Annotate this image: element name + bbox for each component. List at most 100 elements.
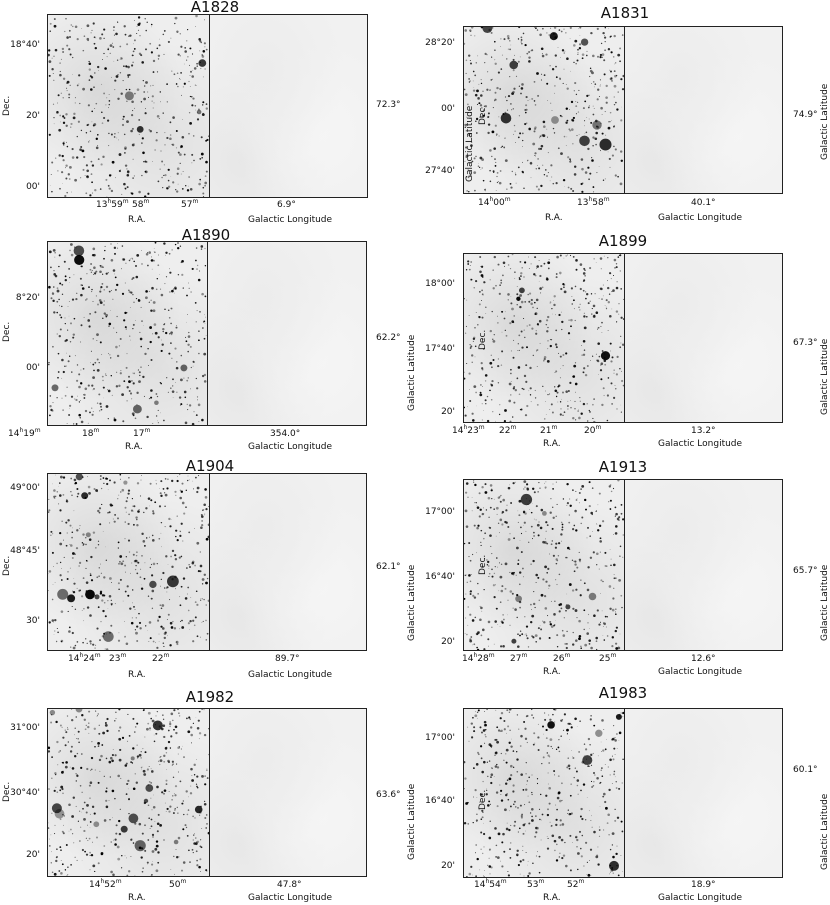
xray-map xyxy=(624,480,782,650)
image-frame xyxy=(47,473,367,651)
galactic-longitude-label: Galactic Longitude xyxy=(248,442,333,452)
galactic-longitude-value: 12.6° xyxy=(691,654,716,664)
ra-tick-label: 18m xyxy=(82,427,100,440)
dec-tick-label: 00' xyxy=(441,104,455,114)
galactic-longitude-value: 40.1° xyxy=(691,198,716,208)
galactic-latitude-label-left: Galactic Latitude xyxy=(407,564,417,641)
galactic-longitude-label: Galactic Longitude xyxy=(248,893,333,903)
galactic-latitude-label-left: Galactic Latitude xyxy=(407,334,417,411)
ra-tick-label: 27m xyxy=(510,652,528,665)
galactic-latitude-label-left: Galactic Latitude xyxy=(465,105,475,182)
galactic-latitude-value: 65.7° xyxy=(793,566,818,576)
dec-axis-label: Dec. xyxy=(2,321,12,342)
image-frame xyxy=(47,708,367,877)
ra-axis-label: R.A. xyxy=(543,893,561,903)
optical-image xyxy=(464,254,624,422)
dec-tick-label: 48°45' xyxy=(10,546,40,556)
panel-title: A1828 xyxy=(190,0,240,16)
dec-tick-label: 18°00' xyxy=(425,279,455,289)
dec-tick-label: 27°40' xyxy=(425,166,455,176)
dec-tick-label: 20' xyxy=(26,111,40,121)
dec-tick-label: 17°40' xyxy=(425,344,455,354)
ra-axis-label: R.A. xyxy=(128,670,146,680)
ra-axis-label: R.A. xyxy=(543,667,561,677)
dec-tick-label: 20' xyxy=(441,407,455,417)
ra-tick-label: 14h23m xyxy=(452,424,485,437)
dec-axis-label: Dec. xyxy=(478,104,488,125)
galactic-longitude-label: Galactic Longitude xyxy=(658,439,743,449)
galactic-latitude-value: 72.3° xyxy=(376,100,401,110)
dec-tick-label: 31°00' xyxy=(10,723,40,733)
galactic-longitude-value: 89.7° xyxy=(275,654,300,664)
galactic-longitude-value: 6.9° xyxy=(277,200,296,210)
image-frame xyxy=(47,14,368,198)
optical-image xyxy=(464,480,624,650)
optical-image xyxy=(464,709,624,877)
optical-image xyxy=(48,709,209,876)
galactic-longitude-label: Galactic Longitude xyxy=(248,670,333,680)
xray-map xyxy=(207,242,366,425)
ra-axis-label: R.A. xyxy=(125,442,143,452)
galactic-longitude-value: 47.8° xyxy=(277,880,302,890)
ra-tick-label: 14h52m xyxy=(89,878,122,891)
dec-tick-label: 16°40' xyxy=(425,572,455,582)
dec-axis-label: Dec. xyxy=(478,554,488,575)
ra-tick-label: 14h00m xyxy=(478,196,511,209)
image-frame xyxy=(47,241,367,426)
optical-image xyxy=(48,474,209,650)
dec-tick-label: 20' xyxy=(26,850,40,860)
image-frame xyxy=(463,708,783,878)
xray-map xyxy=(209,15,367,197)
panel-title: A1904 xyxy=(185,457,235,475)
dec-tick-label: 49°00' xyxy=(10,483,40,493)
panel-title: A1982 xyxy=(185,688,235,706)
dec-tick-label: 00' xyxy=(26,182,40,192)
galactic-latitude-label-right: Galactic Latitude xyxy=(820,338,830,415)
image-frame xyxy=(463,253,783,423)
optical-image xyxy=(48,15,209,197)
ra-axis-label: R.A. xyxy=(543,439,561,449)
dec-tick-label: 20' xyxy=(441,861,455,871)
dec-tick-label: 20' xyxy=(441,637,455,647)
ra-tick-label: 14h24m xyxy=(68,652,101,665)
image-frame xyxy=(463,479,783,651)
ra-tick-label: 57m xyxy=(181,198,199,211)
ra-tick-label: 50m xyxy=(169,878,187,891)
ra-tick-label: 21m xyxy=(540,424,558,437)
ra-tick-label: 17m xyxy=(133,427,151,440)
ra-tick-label: 25m xyxy=(599,652,617,665)
galactic-latitude-label-right: Galactic Latitude xyxy=(820,793,830,870)
xray-map xyxy=(209,474,366,650)
galactic-latitude-value: 60.1° xyxy=(793,765,818,775)
galactic-longitude-label: Galactic Longitude xyxy=(658,667,743,677)
panel-title: A1890 xyxy=(181,226,231,244)
galactic-latitude-label-left: Galactic Latitude xyxy=(407,783,417,860)
ra-tick-label: 53m xyxy=(527,878,545,891)
ra-tick-label: 26m xyxy=(553,652,571,665)
galactic-latitude-value: 62.2° xyxy=(376,333,401,343)
galactic-longitude-label: Galactic Longitude xyxy=(658,213,743,223)
panel-title: A1899 xyxy=(598,232,648,250)
galactic-latitude-label-right: Galactic Latitude xyxy=(820,83,830,160)
dec-tick-label: 8°20' xyxy=(15,293,40,303)
dec-axis-label: Dec. xyxy=(478,329,488,350)
optical-image xyxy=(464,27,624,193)
galactic-latitude-value: 62.1° xyxy=(376,562,401,572)
ra-tick-label: 14h19m xyxy=(8,427,41,440)
panel-title: A1913 xyxy=(598,458,648,476)
dec-axis-label: Dec. xyxy=(2,95,12,116)
xray-map xyxy=(624,27,782,193)
xray-map xyxy=(624,709,782,877)
ra-tick-label: 20m xyxy=(584,424,602,437)
ra-tick-label: 13h58m xyxy=(577,196,610,209)
panel-title: A1831 xyxy=(600,4,650,22)
galactic-latitude-value: 63.6° xyxy=(376,790,401,800)
ra-axis-label: R.A. xyxy=(128,215,146,225)
ra-tick-label: 13h59m xyxy=(96,198,129,211)
ra-tick-label: 22m xyxy=(152,652,170,665)
ra-tick-label: 23m xyxy=(109,652,127,665)
galactic-longitude-value: 354.0° xyxy=(270,429,301,439)
dec-axis-label: Dec. xyxy=(2,781,12,802)
dec-tick-label: 17°00' xyxy=(425,733,455,743)
dec-tick-label: 18°40' xyxy=(10,40,40,50)
